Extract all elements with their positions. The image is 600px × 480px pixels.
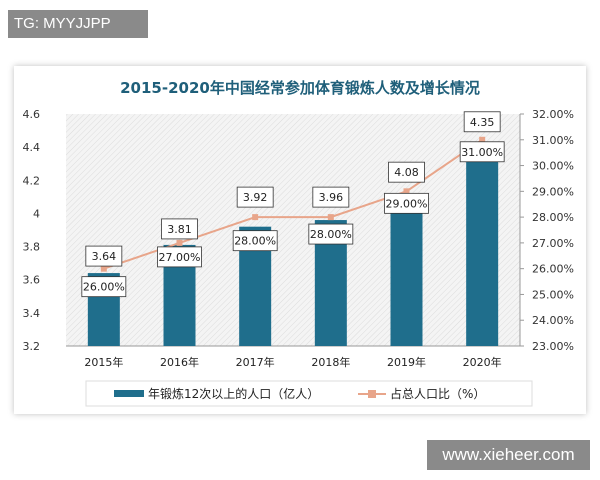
percent-value-label: 26.00%	[83, 281, 125, 294]
legend-bar-swatch	[114, 390, 144, 397]
right-tick-label: 28.00%	[532, 211, 574, 224]
category-label: 2019年	[387, 355, 426, 369]
left-tick-label: 4.6	[23, 108, 41, 121]
left-tick-label: 3.4	[23, 307, 41, 320]
category-label: 2016年	[160, 355, 199, 369]
right-tick-label: 25.00%	[532, 288, 574, 301]
percent-value-label-box	[232, 230, 278, 252]
percent-value-label: 28.00%	[234, 235, 276, 248]
percent-value-label: 27.00%	[159, 251, 201, 264]
line-point	[403, 188, 410, 195]
category-label: 2015年	[84, 355, 123, 369]
right-tick-label: 30.00%	[532, 160, 574, 173]
legend: 年锻炼12次以上的人口（亿人） 占总人口比（%）	[85, 380, 533, 407]
right-tick-label: 29.00%	[532, 185, 574, 198]
legend-line-label: 占总人口比（%）	[390, 386, 485, 401]
left-tick-label: 3.2	[23, 340, 41, 353]
percent-value-label-box	[308, 223, 354, 245]
plot-area	[66, 114, 520, 346]
bar-value-label: 3.92	[243, 191, 268, 204]
bar-value-label: 3.96	[319, 191, 344, 204]
bar-value-label-box	[161, 218, 198, 240]
left-tick-label: 4	[33, 207, 40, 220]
bar-value-label-box	[312, 186, 350, 208]
percent-value-label: 28.00%	[310, 228, 352, 241]
right-tick-label: 23.00%	[532, 340, 574, 353]
bar	[466, 155, 499, 346]
bar-value-label: 4.08	[394, 166, 419, 179]
bar-value-label-box	[388, 161, 425, 183]
legend-bar-label: 年锻炼12次以上的人口（亿人）	[148, 386, 319, 401]
category-label: 2020年	[463, 355, 502, 369]
line-point	[479, 136, 486, 143]
left-tick-label: 4.4	[23, 141, 41, 154]
bar	[390, 200, 423, 346]
bar-value-label-box	[236, 186, 274, 208]
percent-value-label-box	[384, 192, 429, 214]
line-point	[176, 239, 183, 246]
percent-value-label: 29.00%	[386, 197, 428, 210]
left-tick-label: 3.8	[23, 241, 41, 254]
line-point	[252, 214, 259, 221]
bar-value-label-box	[463, 111, 501, 133]
percent-value-label-box	[157, 246, 202, 268]
bar-value-label: 3.64	[92, 250, 117, 263]
right-tick-label: 26.00%	[532, 263, 574, 276]
category-label: 2018年	[311, 355, 350, 369]
watermark-url: www.xieheer.com	[427, 440, 590, 470]
right-tick-label: 24.00%	[532, 314, 574, 327]
header-tag: TG: MYYJJPP	[8, 10, 148, 38]
bar-value-label: 3.81	[167, 223, 192, 236]
right-tick-label: 27.00%	[532, 237, 574, 250]
chart-title: 2015-2020年中国经常参加体育锻炼人数及增长情况	[120, 79, 480, 97]
line-point	[327, 214, 334, 221]
percent-value-label: 31.00%	[461, 146, 503, 159]
percent-value-label-box	[81, 276, 127, 298]
line-point	[100, 265, 107, 272]
left-tick-label: 4.2	[23, 174, 41, 187]
bar-value-label-box	[85, 245, 123, 267]
left-tick-label: 3.6	[23, 274, 41, 287]
percent-value-label-box	[459, 141, 505, 163]
category-label: 2017年	[236, 355, 275, 369]
right-tick-label: 31.00%	[532, 134, 574, 147]
right-tick-label: 32.00%	[532, 108, 574, 121]
bar-value-label: 4.35	[470, 116, 495, 129]
